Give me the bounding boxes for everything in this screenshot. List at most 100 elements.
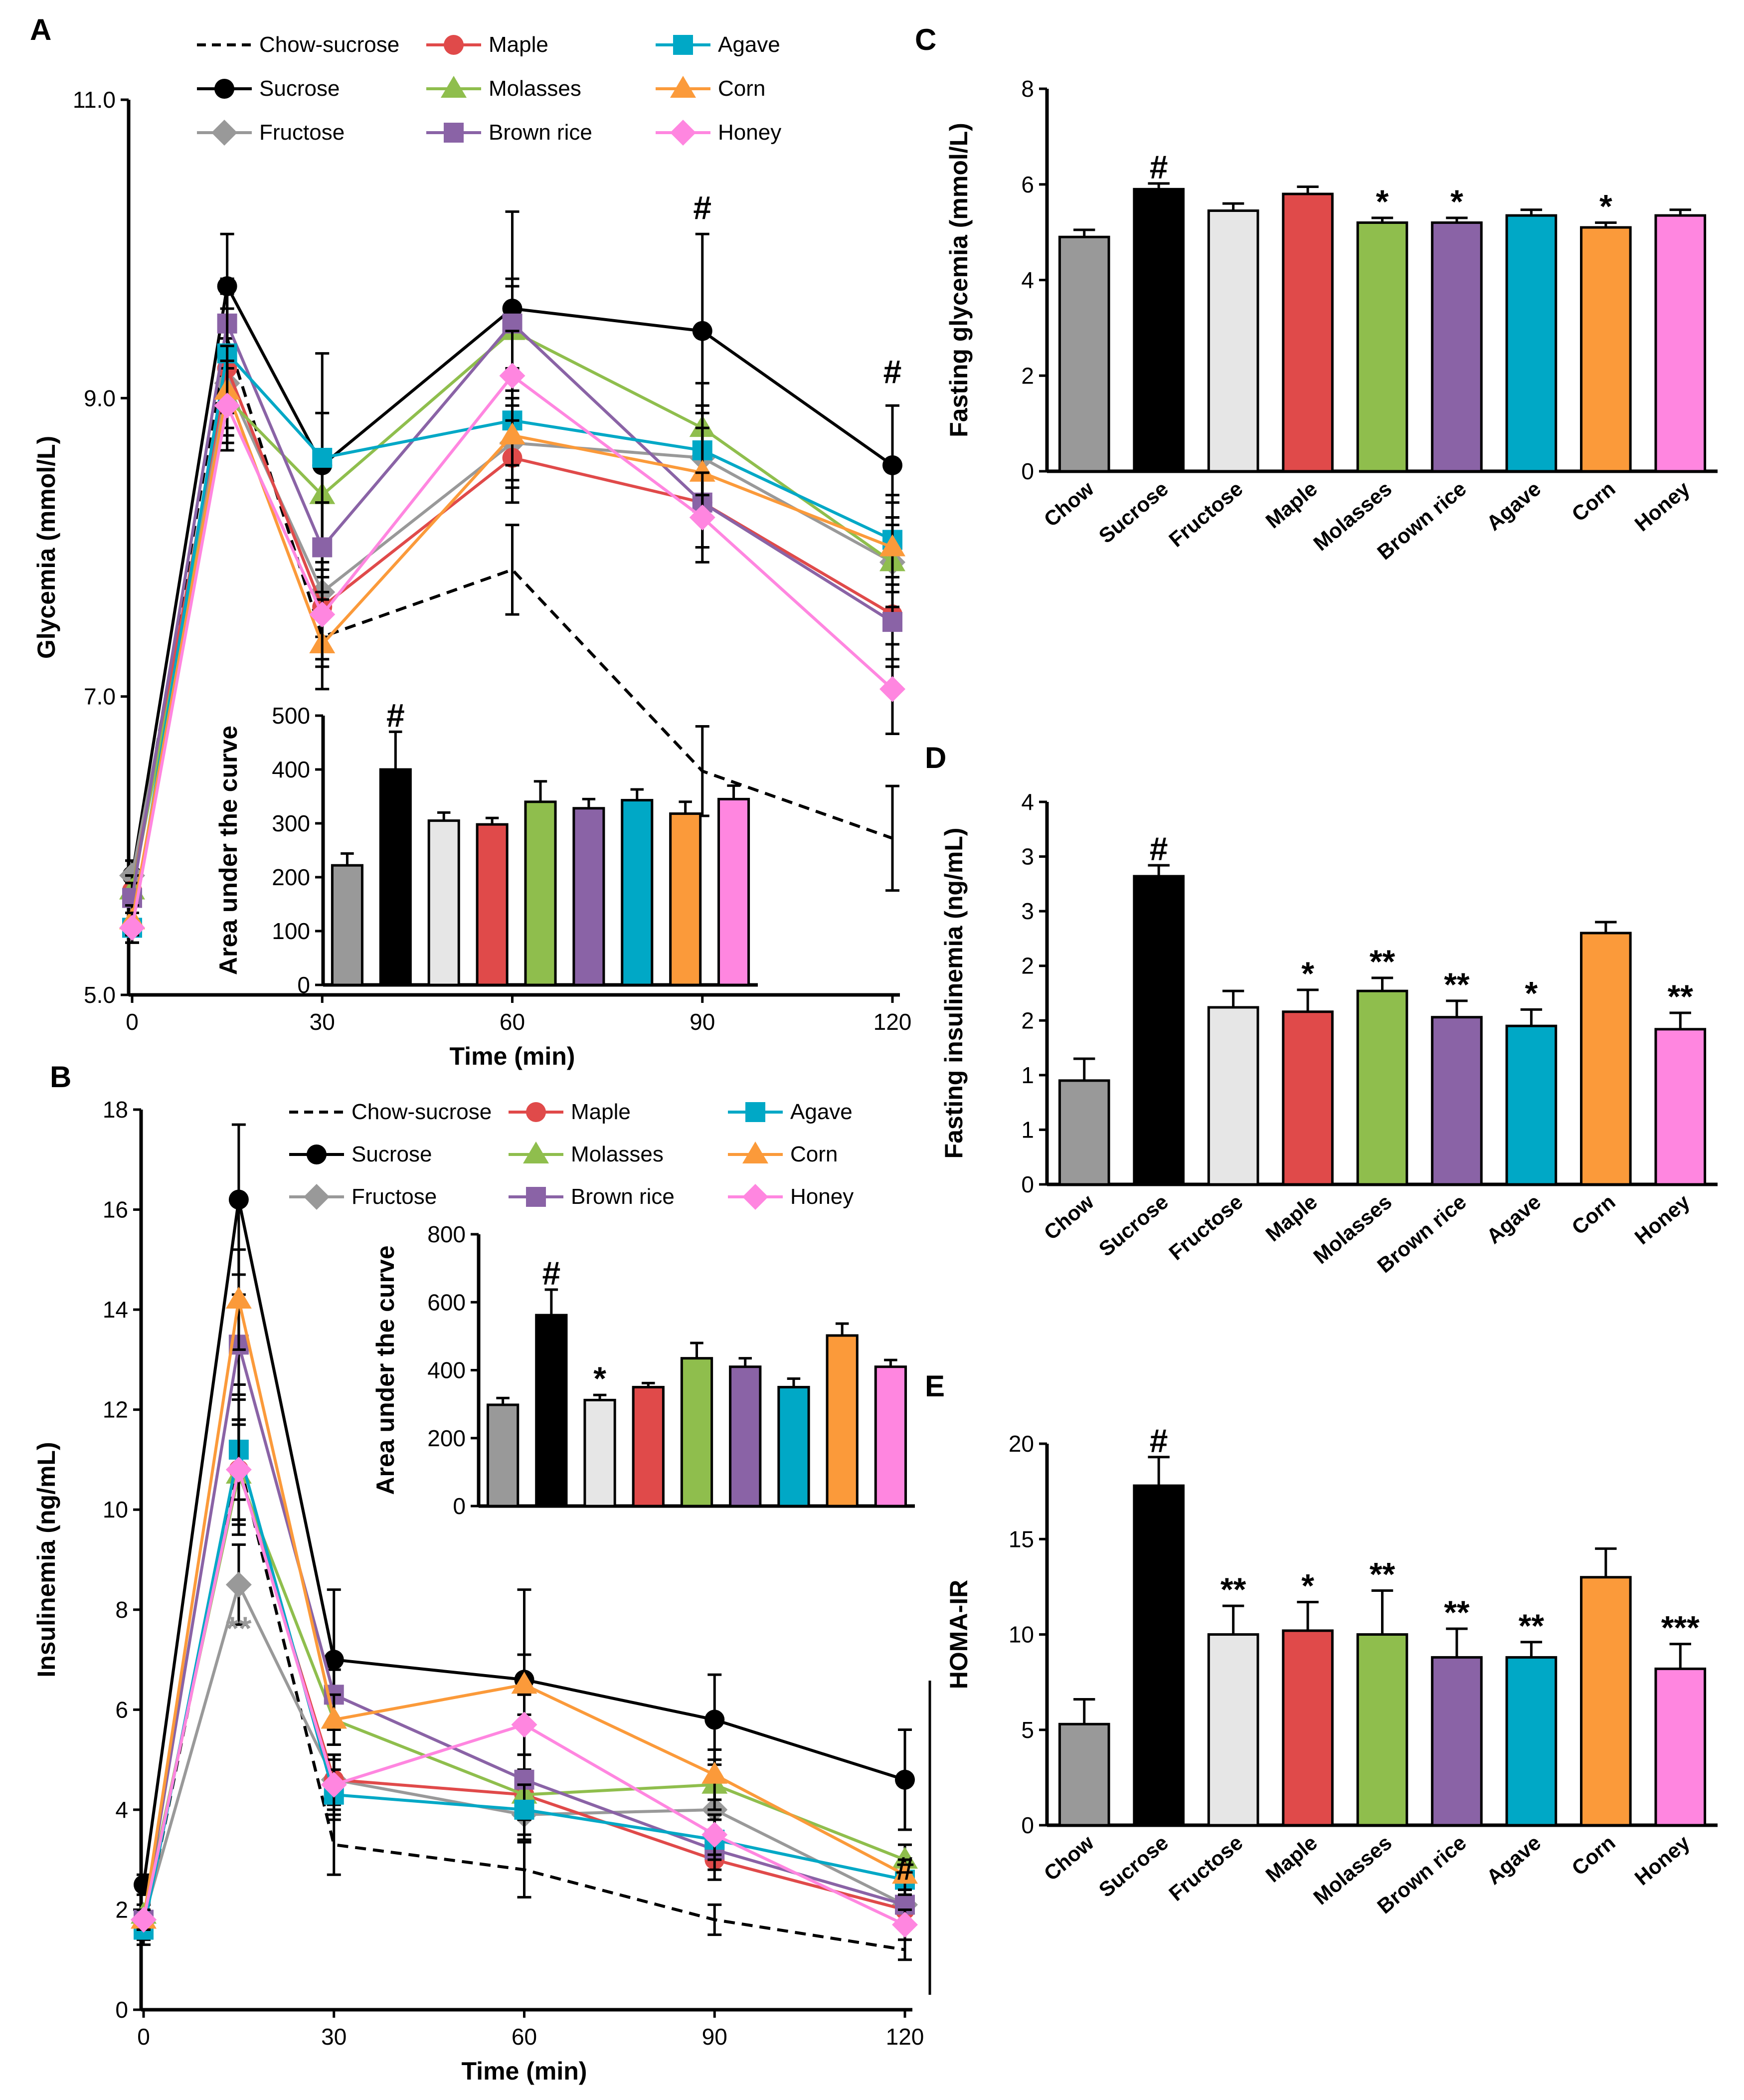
category-label: Chow [1040, 477, 1098, 532]
legend-item-brown-rice: Brown rice [509, 1184, 675, 1209]
panel-letter: E [925, 1369, 945, 1403]
error-bar [690, 1341, 703, 1358]
data-point [321, 1771, 347, 1798]
data-point [309, 601, 336, 628]
y-tick-label: 9.0 [84, 385, 116, 411]
significance-marker: * [1525, 974, 1538, 1011]
legend-item-chow-sucrose: Chow-sucrose [289, 1100, 492, 1124]
series-honey [131, 1418, 918, 1941]
category-label: Chow [1040, 1190, 1098, 1245]
data-point [225, 1287, 252, 1309]
bar [331, 864, 363, 986]
x-tick-label: 30 [321, 2024, 347, 2050]
x-tick-label: 120 [886, 2024, 924, 2050]
data-point [701, 1822, 728, 1848]
legend-label: Honey [718, 120, 781, 145]
legend-item-agave: Agave [728, 1100, 853, 1124]
y-tick-label: 500 [272, 703, 310, 729]
bar [1058, 1079, 1110, 1186]
bar [1431, 1656, 1483, 1827]
bar [1282, 192, 1334, 473]
data-point [879, 534, 905, 557]
y-tick-label: 2 [1021, 363, 1034, 388]
significance-marker: ** [1221, 1571, 1246, 1608]
y-tick-label: 10 [103, 1497, 128, 1523]
bar [1133, 1484, 1185, 1827]
significance-marker: # [896, 1850, 914, 1887]
legend-item-corn: Corn [728, 1142, 838, 1166]
legend-marker [444, 123, 464, 143]
series-line [142, 1344, 905, 1920]
significance-marker: ** [1444, 1594, 1470, 1631]
data-point [879, 676, 905, 702]
category-label: Maple [1261, 477, 1321, 533]
bar [1133, 875, 1185, 1186]
y-tick-label: 400 [427, 1357, 466, 1383]
error-bar [1669, 1011, 1691, 1029]
y-tick-label: 1 [1021, 1062, 1034, 1088]
significance-marker: * [1599, 188, 1612, 224]
bar-agave: ** Agave [1482, 1607, 1558, 1889]
bar [1356, 1633, 1408, 1827]
data-point [499, 363, 525, 389]
bar-honey: ** Honey [1630, 978, 1707, 1249]
significance-marker: * [1301, 1567, 1314, 1604]
legend-marker [745, 1102, 765, 1122]
bar-fructose: * [583, 1360, 616, 1508]
legend-label: Brown rice [489, 120, 592, 145]
bar [680, 1357, 713, 1508]
legend-label: Fructose [351, 1184, 437, 1209]
bar [1580, 1576, 1632, 1827]
category-label: Honey [1630, 476, 1695, 536]
legend-label: Sucrose [351, 1142, 432, 1166]
category-label: Corn [1567, 1190, 1619, 1239]
significance-marker: ** [1444, 966, 1470, 1003]
y-tick-label: 0 [453, 1493, 466, 1519]
category-label: Sucrose [1094, 1190, 1173, 1261]
significance-marker: # [1150, 1422, 1168, 1459]
significance-marker: # [883, 353, 902, 390]
legend-item-brown-rice: Brown rice [426, 120, 592, 145]
error-bar [582, 797, 596, 808]
series-line [131, 385, 893, 921]
panel-d: D01122334Chow#SucroseFructose*Maple**Mol… [925, 741, 1718, 1277]
error-bar [1073, 1057, 1095, 1081]
y-tick-label: 5 [1021, 1717, 1034, 1743]
error-bar [1148, 1456, 1170, 1486]
y-tick-label: 600 [427, 1289, 466, 1315]
y-tick-label: 0 [1021, 458, 1034, 484]
series-line [142, 1449, 905, 1930]
error-bar [341, 852, 354, 866]
bar [669, 812, 702, 986]
error-bar [1148, 864, 1170, 877]
y-tick-label: 0 [1021, 1171, 1034, 1197]
error-bar [1371, 1589, 1394, 1635]
legend-item-fructose: Fructose [197, 120, 345, 146]
significance-marker: * [1450, 183, 1463, 220]
bar [826, 1334, 859, 1508]
x-axis-title: Time (min) [450, 1042, 575, 1070]
panel-letter: A [30, 13, 51, 46]
y-tick-label: 800 [427, 1221, 466, 1247]
legend-marker [441, 76, 467, 98]
bar [427, 819, 460, 986]
legend-marker [444, 35, 464, 55]
x-tick-label: 120 [873, 1009, 912, 1035]
y-axis-title: Fasting insulinemia (ng/mL) [940, 828, 968, 1159]
legend-marker [670, 120, 696, 146]
y-tick-label: 4 [1021, 267, 1034, 293]
data-point [321, 1707, 347, 1729]
bar [1654, 1028, 1707, 1186]
category-label: Maple [1261, 1190, 1321, 1246]
bar-sucrose: # [379, 697, 412, 986]
bar-honey: *** Honey [1630, 1609, 1707, 1890]
legend-label: Corn [790, 1142, 838, 1166]
y-tick-label: 10 [1009, 1622, 1034, 1648]
error-bar [1222, 989, 1244, 1007]
category-label: Fructose [1164, 1190, 1247, 1265]
y-tick-label: 100 [272, 918, 310, 944]
bar-corn: * Corn [1567, 188, 1632, 526]
series-line [131, 350, 893, 928]
data-point [692, 321, 712, 341]
data-point [704, 1710, 725, 1730]
